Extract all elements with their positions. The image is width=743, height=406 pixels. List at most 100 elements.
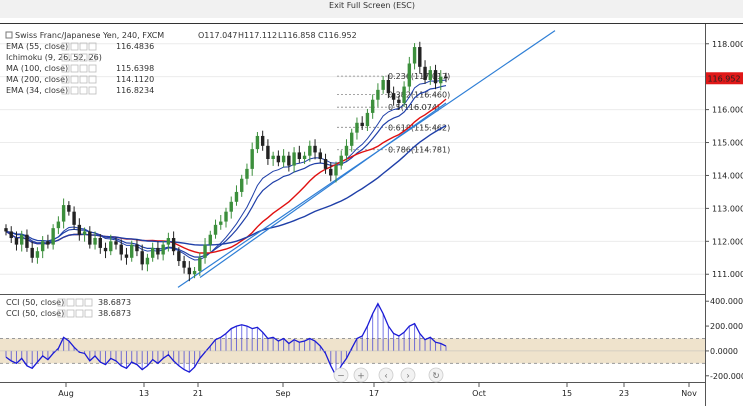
- candle-83: [439, 70, 443, 91]
- legend-value-4: 116.8234: [116, 86, 154, 95]
- candle-46: [245, 163, 249, 185]
- candle-68: [360, 116, 364, 131]
- fib-label-4: 0.786(114.781): [388, 146, 450, 155]
- candle-10: [56, 216, 61, 235]
- reset-icon[interactable]: ↻: [428, 367, 444, 383]
- legend-icon-2-0: [61, 64, 70, 73]
- candle-14: [77, 218, 82, 241]
- candle-36: [192, 267, 197, 279]
- candle-23: [124, 247, 129, 265]
- ohlc-readout: O117.047 H117.112 L116.858 C116.952: [198, 31, 357, 40]
- legend-item-3: MA (200, close) 114.1120: [6, 75, 154, 84]
- candle-82: [433, 64, 438, 90]
- legend-name-0: EMA (55, close): [6, 42, 68, 51]
- legend-icon-0-0: [61, 42, 70, 51]
- candle-7: [40, 236, 45, 259]
- x-tick-label-3: Sep: [275, 389, 290, 398]
- candle-2: [14, 231, 19, 251]
- cci-pane: [0, 302, 705, 378]
- candle-84: [444, 72, 448, 83]
- ohlc-h: H117.112: [238, 31, 277, 40]
- y-tick-label-3: 114.000: [712, 171, 743, 180]
- candle-76: [402, 81, 406, 107]
- candle-19: [103, 242, 108, 259]
- candle-25: [135, 239, 139, 257]
- cci-legend-icon-0-0: [57, 298, 66, 307]
- y-tick-label-4: 115.000: [712, 139, 743, 148]
- candle-37: [198, 252, 202, 276]
- cci-legend-icon-1-1: [66, 309, 75, 318]
- y-tick-label-7: 118.000: [712, 40, 743, 49]
- candle-67: [355, 117, 359, 140]
- legend-icon-1-3: [88, 53, 97, 62]
- candle-41: [219, 214, 223, 230]
- moving-averages: [5, 79, 447, 261]
- cci-legend[interactable]: CCI (50, close) 38.6873 CCI (50, close) 38.…: [6, 298, 131, 318]
- zoom-out-icon[interactable]: −: [333, 367, 349, 383]
- fib-label-2: 0.5(116.074): [388, 103, 440, 112]
- candle-58: [308, 140, 312, 162]
- scroll-left-icon[interactable]: ‹: [378, 367, 394, 383]
- ohlc-l: L116.858: [278, 31, 316, 40]
- navigation-controls[interactable]: − + ‹ › ↻: [333, 367, 444, 383]
- candle-50: [266, 139, 270, 165]
- top-bar: [0, 0, 743, 18]
- y-tick-label-5: 116.000: [712, 106, 743, 115]
- candle-71: [376, 83, 380, 107]
- scroll-right-icon[interactable]: ›: [400, 367, 416, 383]
- candle-17: [93, 231, 97, 250]
- candle-48: [255, 132, 260, 154]
- chart-header: Swiss Franc/Japanese Yen, 240, FXCM O117…: [5, 31, 357, 40]
- svg-text:−: −: [337, 372, 345, 382]
- y-tick-label-2: 113.000: [712, 204, 743, 213]
- cci-legend-icon-1-0: [57, 309, 66, 318]
- candle-9: [51, 224, 55, 250]
- candle-27: [145, 253, 150, 272]
- legend-icon-3-1: [70, 75, 79, 84]
- cci-legend-item-0: CCI (50, close) 38.6873: [6, 298, 131, 307]
- trendlines[interactable]: [177, 30, 556, 288]
- cci-legend-value-0: 38.6873: [98, 298, 131, 307]
- candle-8: [46, 234, 50, 249]
- cci-legend-name-1: CCI (50, close): [6, 309, 64, 318]
- candle-42: [224, 207, 228, 228]
- legend-icon-4-1: [70, 86, 79, 95]
- cci-axis[interactable]: 400.0000 200.0000 0.0000 -200.0000: [705, 297, 743, 381]
- candle-81: [428, 66, 432, 85]
- legend-item-0: EMA (55, close) 116.4836: [6, 42, 154, 51]
- candle-51: [271, 151, 275, 166]
- candle-16: [88, 226, 92, 249]
- candle-35: [187, 261, 192, 282]
- price-grid: [0, 43, 705, 275]
- cci-legend-icon-0-1: [66, 298, 75, 307]
- candle-63: [334, 161, 338, 183]
- candle-43: [229, 196, 233, 219]
- candle-0: [4, 224, 8, 236]
- x-tick-label-1: 13: [139, 389, 149, 398]
- candle-28: [150, 242, 155, 262]
- indicator-legend[interactable]: EMA (55, close) 116.4836 Ichimoku (9, 26, …: [6, 42, 154, 95]
- candle-74: [391, 86, 396, 106]
- fib-label-0: 0.236(117.017): [388, 72, 450, 81]
- candle-38: [203, 238, 207, 264]
- time-axis[interactable]: Aug 13 21 Sep 17 Oct 15 23 Nov: [58, 383, 697, 398]
- candle-80: [423, 60, 427, 84]
- svg-text:+: +: [357, 372, 365, 382]
- legend-icon-1-2: [79, 53, 88, 62]
- legend-item-1: Ichimoku (9, 26, 52, 26): [6, 53, 102, 62]
- zoom-in-icon[interactable]: +: [353, 367, 369, 383]
- legend-icon-0-2: [79, 42, 88, 51]
- candle-62: [329, 162, 333, 182]
- candles: [4, 41, 448, 282]
- candle-45: [240, 174, 244, 197]
- candle-69: [365, 108, 370, 132]
- svg-text:↻: ↻: [432, 372, 440, 382]
- cci-legend-value-1: 38.6873: [98, 309, 131, 318]
- candle-1: [9, 226, 13, 243]
- cci-line: [5, 302, 447, 378]
- exit-fullscreen-button[interactable]: Exit Full Screen (ESC): [329, 1, 415, 10]
- candle-22: [119, 239, 123, 261]
- candle-60: [318, 148, 322, 163]
- ema-34-line: [5, 79, 447, 261]
